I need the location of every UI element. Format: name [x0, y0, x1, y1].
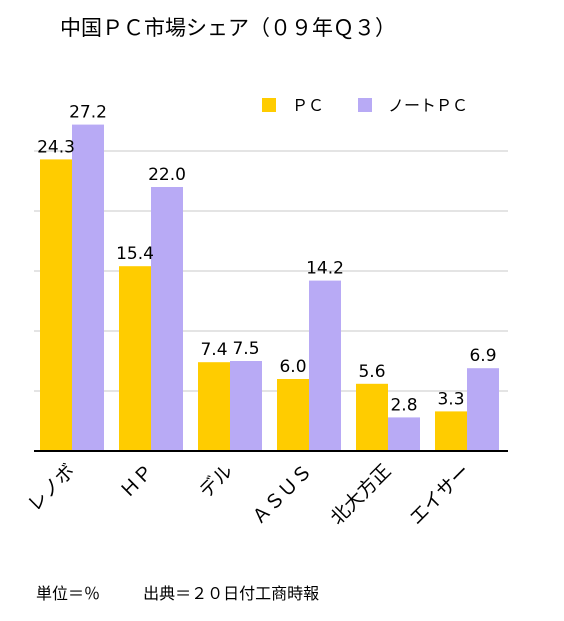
- data-label: 5.6: [358, 362, 385, 382]
- category-label: デル: [195, 460, 237, 502]
- unit-note: 単位＝％: [36, 584, 101, 603]
- category-label: レノボ: [24, 460, 80, 516]
- legend-swatch: [262, 98, 276, 112]
- bar: [198, 362, 230, 451]
- bar: [230, 361, 262, 451]
- data-label: 7.5: [232, 339, 259, 359]
- data-label: 22.0: [148, 165, 186, 185]
- bar: [151, 187, 183, 451]
- data-label: 7.4: [200, 340, 227, 360]
- bar: [467, 368, 499, 451]
- bar: [277, 379, 309, 451]
- category-label: ＡＳＵＳ: [247, 460, 316, 529]
- bar: [40, 159, 72, 451]
- data-label: 6.9: [469, 346, 496, 366]
- bar: [309, 280, 341, 451]
- data-label: 3.3: [437, 389, 464, 409]
- bar: [388, 417, 420, 451]
- category-label: ＨＰ: [116, 460, 158, 502]
- gridlines: [34, 150, 508, 392]
- category-labels: レノボ ＨＰ デル ＡＳＵＳ 北大方正 エイサー: [24, 460, 475, 529]
- data-label: 14.2: [306, 259, 344, 279]
- bar: [435, 411, 467, 451]
- legend: ＰＣ ノートＰＣ: [262, 96, 468, 115]
- bars: [40, 124, 499, 451]
- source-note: 出典＝２０日付工商時報: [143, 584, 320, 603]
- data-label: 24.3: [37, 137, 75, 157]
- legend-swatch: [358, 98, 372, 112]
- data-label: 2.8: [390, 395, 417, 415]
- category-label: 北大方正: [326, 460, 395, 529]
- bar: [72, 124, 104, 451]
- legend-label: ノートＰＣ: [388, 96, 468, 115]
- data-labels: 24.3 27.2 15.4 22.0 7.4 7.5 6.0 14.2 5.62.8 3.3 6.…: [37, 103, 496, 416]
- bar: [119, 266, 151, 451]
- data-label: 27.2: [69, 103, 107, 123]
- category-label: エイサー: [405, 460, 474, 529]
- bar: [356, 383, 388, 451]
- chart-title: 中国ＰＣ市場シェア（０９年Ｑ３）: [60, 16, 396, 40]
- legend-label: ＰＣ: [292, 96, 324, 115]
- data-label: 6.0: [279, 357, 306, 377]
- footnote: 単位＝％ 出典＝２０日付工商時報: [36, 580, 357, 604]
- data-label: 15.4: [116, 244, 154, 264]
